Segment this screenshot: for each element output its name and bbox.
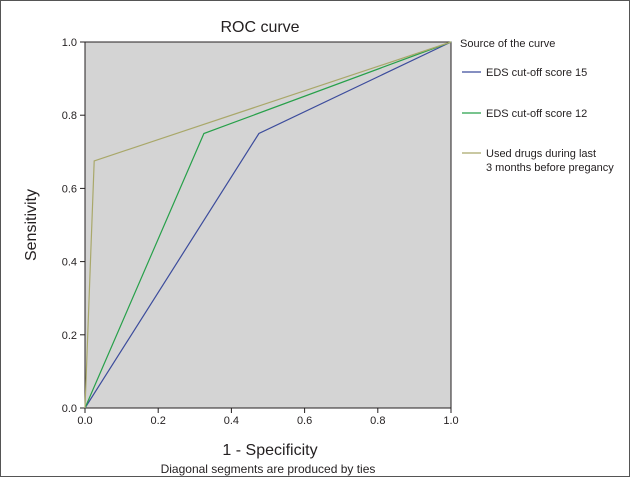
legend-label-3: 3 months before pregancy	[486, 162, 614, 174]
x-axis-label: 1 - Specificity	[222, 442, 317, 459]
x-tick-label: 1.0	[443, 415, 458, 427]
legend-label-1: EDS cut-off score 15	[486, 67, 587, 79]
plot-area	[84, 41, 452, 409]
legend-title: Source of the curve	[460, 38, 555, 50]
legend-label-3: Used drugs during last	[486, 148, 596, 160]
chart-title: ROC curve	[220, 19, 299, 36]
x-tick-label: 0.6	[297, 415, 312, 427]
series-line-3	[84, 41, 452, 409]
y-tick-label: 0.4	[62, 257, 77, 269]
y-tick-label: 0.0	[62, 403, 77, 415]
legend-label-2: EDS cut-off score 12	[486, 108, 587, 120]
x-tick-label: 0.8	[370, 415, 385, 427]
series-line-1	[84, 41, 452, 409]
axis-ticks: 0.0 0.2 0.4 0.6 0.8 1.0 0.0 0.2 0.4 0.6 0.8 1.0	[62, 37, 459, 427]
chart-footnote: Diagonal segments are produced by ties	[161, 462, 376, 476]
x-tick-label: 0.4	[224, 415, 239, 427]
y-tick-label: 0.6	[62, 183, 77, 195]
legend: Source of the curve EDS cut-off score 15…	[460, 38, 614, 174]
x-tick-label: 0.0	[77, 415, 92, 427]
y-tick-label: 0.2	[62, 330, 77, 342]
y-tick-label: 1.0	[62, 37, 77, 49]
y-axis-label: Sensitivity	[23, 189, 40, 261]
x-tick-label: 0.2	[151, 415, 166, 427]
series-line-2	[84, 41, 452, 409]
data-series	[84, 41, 452, 409]
y-tick-label: 0.8	[62, 110, 77, 122]
